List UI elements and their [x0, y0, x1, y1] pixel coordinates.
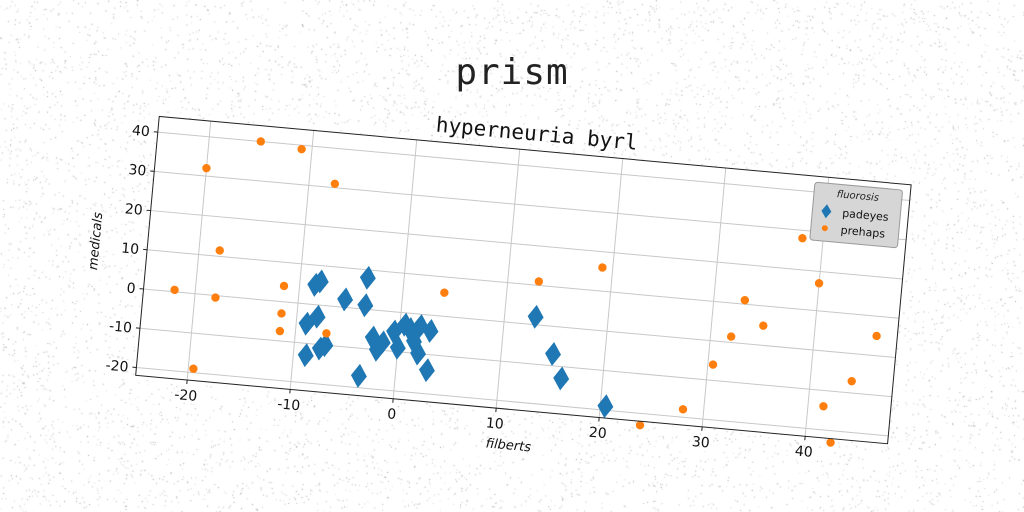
y-grid-line — [154, 170, 907, 241]
y-axis-ticks: -20 -10 0 10 20 30 40 — [105, 123, 158, 376]
x-axis-ticks: -20 -10 0 10 20 30 40 — [174, 379, 813, 461]
padeyes-point — [527, 304, 544, 329]
y-axis-label: medicals — [86, 211, 106, 270]
legend: fluorosis padeyes prehaps — [809, 181, 903, 249]
prehaps-point — [534, 277, 544, 286]
y-grid-line — [150, 210, 903, 280]
x-tick-label: -10 — [277, 396, 301, 414]
prehaps-point — [740, 296, 750, 305]
x-tick-label: 0 — [387, 406, 397, 423]
prehaps-point — [814, 279, 824, 288]
prehaps-point — [708, 360, 718, 369]
x-tick-label: 10 — [485, 415, 504, 433]
padeyes-point — [317, 333, 334, 358]
y-tick-label: 0 — [126, 281, 136, 298]
plot-frame — [135, 115, 912, 445]
prehaps-point — [440, 288, 449, 297]
prehaps-point — [330, 179, 340, 189]
padeyes-point — [418, 358, 435, 383]
figure-suptitle: prism — [455, 52, 569, 93]
y-tick-label: 20 — [124, 201, 143, 219]
legend-box — [809, 181, 903, 249]
diamond-marker-icon — [821, 204, 832, 219]
padeyes-point — [553, 366, 570, 391]
prehaps-point — [678, 405, 688, 414]
y-grid-line — [143, 288, 896, 358]
prehaps-point — [598, 263, 607, 272]
y-tick-label: 30 — [128, 162, 147, 180]
prehaps-point — [170, 285, 179, 295]
y-tick-label: -20 — [105, 358, 129, 376]
prehaps-point — [322, 329, 331, 338]
padeyes-point — [410, 341, 427, 366]
y-tick-label: -10 — [108, 318, 132, 336]
x-axis-label: filberts — [485, 436, 532, 455]
y-grid-line — [136, 366, 889, 437]
x-tick-label: 20 — [588, 425, 607, 443]
prehaps-point — [189, 364, 198, 373]
prehaps-point — [819, 402, 828, 411]
prehaps-point — [798, 234, 807, 243]
prehaps-point — [211, 293, 220, 302]
prehaps-point — [635, 420, 645, 430]
padeyes-point — [401, 317, 418, 342]
x-grid-line — [598, 158, 624, 418]
prehaps-point — [256, 137, 266, 146]
padeyes-point — [309, 304, 326, 329]
legend-title: fluorosis — [836, 189, 879, 204]
legend-entry-prehaps: prehaps — [840, 224, 886, 241]
padeyes-point — [357, 293, 374, 318]
padeyes-point — [389, 335, 406, 360]
x-tick-label: 30 — [691, 434, 710, 452]
prehaps-point — [847, 376, 856, 386]
x-tick-label: 40 — [794, 443, 813, 461]
prehaps-point — [277, 309, 286, 318]
y-grid-line — [157, 131, 910, 202]
y-tick-label: 40 — [131, 123, 150, 141]
padeyes-point — [374, 330, 391, 355]
padeyes-point — [422, 319, 439, 343]
prehaps-point — [202, 163, 211, 173]
padeyes-point — [412, 314, 429, 339]
prehaps-point — [297, 144, 306, 154]
padeyes-point — [337, 287, 354, 312]
prehaps-point — [279, 281, 289, 291]
x-grid-line — [289, 130, 315, 390]
prehaps-point — [826, 438, 835, 447]
padeyes-point — [597, 394, 614, 419]
padeyes-point — [359, 265, 376, 290]
x-tick-label: -20 — [174, 387, 198, 405]
padeyes-point — [350, 363, 367, 388]
circle-marker-icon — [821, 225, 828, 232]
x-grid-line — [495, 149, 521, 409]
padeyes-point — [312, 269, 329, 294]
padeyes-point — [297, 343, 314, 368]
prehaps-point — [759, 321, 768, 330]
plot-area — [135, 116, 912, 444]
prehaps-point — [872, 331, 881, 341]
x-grid-line — [701, 167, 727, 427]
padeyes-point — [406, 329, 422, 354]
padeyes-point — [364, 325, 381, 350]
data-points — [170, 137, 881, 447]
y-grid-line — [147, 249, 900, 319]
prehaps-point — [275, 326, 285, 336]
legend-entry-padeyes: padeyes — [842, 207, 890, 224]
y-tick-label: 10 — [121, 240, 140, 258]
y-grid-line — [139, 327, 892, 398]
prehaps-point — [215, 246, 224, 255]
padeyes-point — [545, 342, 561, 366]
prehaps-point — [726, 332, 736, 341]
